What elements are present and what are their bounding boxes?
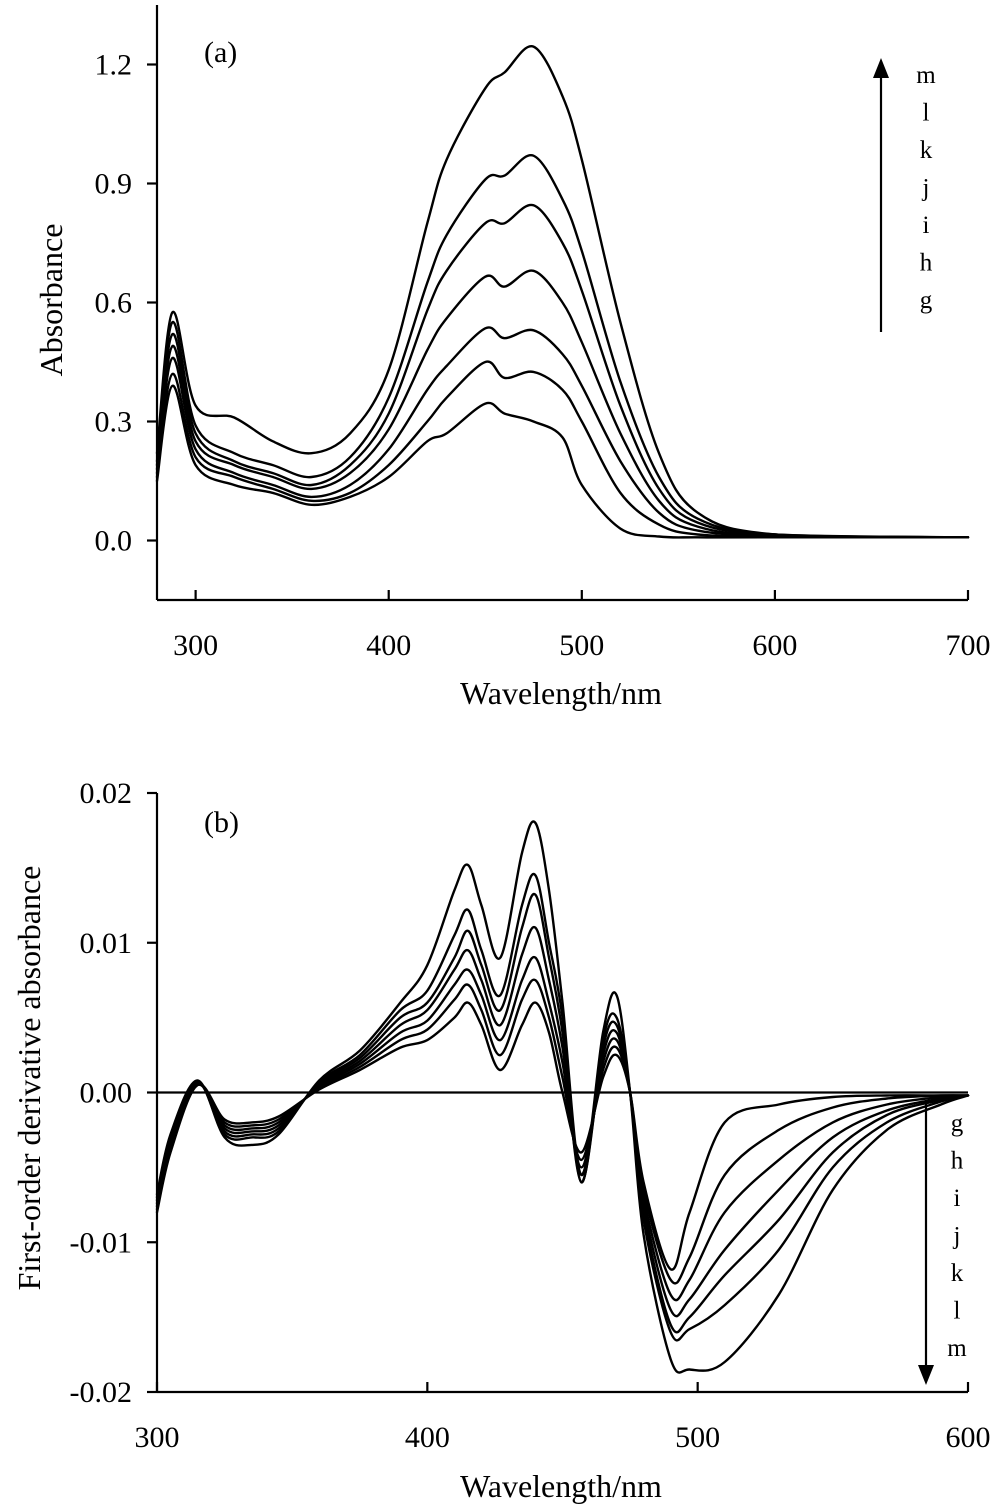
panel-b-label: (b) (204, 806, 239, 839)
panel-a-series-h-line (155, 360, 970, 539)
panel-a-series-letter-l: l (923, 100, 930, 127)
panel-b-y-tick-label: -0.01 (70, 1226, 133, 1259)
panel-b-series-i-line (155, 955, 970, 1302)
panel-b-y-tick-label: 0.01 (80, 927, 133, 960)
panel-a-series-k-line (155, 203, 970, 539)
panel-b-y-tick-label: 0.00 (80, 1077, 133, 1110)
panel-a-y-tick-label: 1.2 (95, 49, 133, 82)
panel-b-series-letter-g: g (951, 1110, 964, 1137)
panel-a-x-axis-title: Wavelength/nm (460, 675, 662, 711)
panel-b-series-j-line (155, 925, 970, 1318)
panel-b-x-tick-label: 500 (675, 1421, 720, 1454)
panel-b-x-tick-label: 300 (135, 1421, 180, 1454)
panel-a-series-l-line (155, 154, 970, 539)
panel-b-series-letter-m: m (947, 1335, 967, 1362)
panel-b-x-axis-title: Wavelength/nm (460, 1468, 662, 1504)
panel-b-series-k-line (155, 892, 970, 1334)
panel-b-series-letter-k: k (951, 1260, 964, 1287)
panel-a-x-tick-label: 500 (559, 629, 604, 662)
panel-a-order-arrow-head (873, 58, 889, 78)
panel-b-series-letter-l: l (954, 1298, 961, 1325)
panel-a-y-tick-label: 0.6 (95, 287, 133, 320)
panel-a-x-tick-label: 600 (752, 629, 797, 662)
panel-b-series-letter-i: i (954, 1185, 961, 1212)
panel-a-series-letter-h: h (920, 250, 933, 277)
panel-a-label: (a) (204, 36, 237, 69)
panel-a-series-letter-i: i (923, 212, 930, 239)
panel-a-series-j-line (155, 269, 970, 539)
panel-a-x-tick-label: 400 (366, 629, 411, 662)
panel-b-y-axis-title: First-order derivative absorbance (11, 866, 47, 1291)
panel-b-series-m-line (155, 820, 970, 1374)
panel-b-y-tick-label: 0.02 (80, 777, 133, 810)
panel-b-series-letter-j: j (953, 1223, 961, 1250)
panel-a-y-tick-label: 0.9 (95, 168, 133, 201)
panel-b-chart: (b) Wavelength/nm First-order derivative… (11, 777, 991, 1504)
panel-a-series-letter-m: m (916, 62, 936, 89)
panel-a-y-tick-label: 0.0 (95, 525, 133, 558)
panel-a-x-tick-label: 300 (173, 629, 218, 662)
panel-b-series-letter-h: h (951, 1148, 964, 1175)
panel-b-x-tick-label: 600 (946, 1421, 991, 1454)
panel-a-y-axis-title: Absorbance (33, 224, 69, 377)
panel-a-chart: (a) Wavelength/nm Absorbance 300 400 500 60… (33, 5, 991, 711)
panel-a-series-g-line (155, 384, 970, 539)
panel-b-series-l-line (155, 872, 970, 1342)
panel-b-series-g-line (155, 1001, 970, 1271)
panel-a-series-i-line (155, 326, 970, 539)
panel-a-series-letter-g: g (920, 287, 933, 314)
panel-a-series-letter-k: k (920, 137, 933, 164)
panel-b-order-arrow-head (918, 1365, 934, 1385)
panel-a-x-tick-label: 700 (946, 629, 991, 662)
panel-a-series-m-line (155, 45, 970, 539)
panel-a-y-tick-label: 0.3 (95, 406, 133, 439)
panel-a-series-letter-j: j (922, 175, 930, 202)
panel-b-x-tick-label: 400 (405, 1421, 450, 1454)
panel-b-series-h-line (155, 978, 970, 1285)
panel-b-y-tick-label: -0.02 (70, 1376, 133, 1409)
